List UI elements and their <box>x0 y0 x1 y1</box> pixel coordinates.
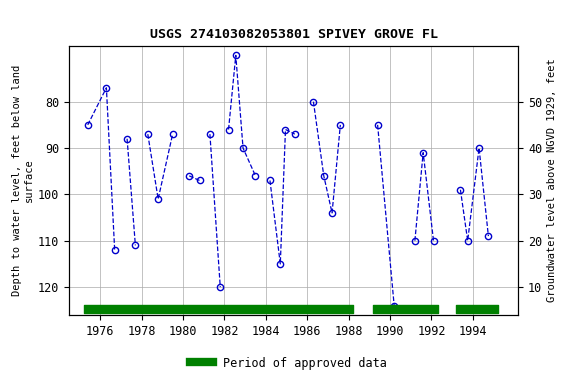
Title: USGS 274103082053801 SPIVEY GROVE FL: USGS 274103082053801 SPIVEY GROVE FL <box>150 28 438 41</box>
Y-axis label: Groundwater level above NGVD 1929, feet: Groundwater level above NGVD 1929, feet <box>547 59 556 302</box>
Y-axis label: Depth to water level, feet below land
surface: Depth to water level, feet below land su… <box>12 65 34 296</box>
Legend: Period of approved data: Period of approved data <box>185 352 391 374</box>
